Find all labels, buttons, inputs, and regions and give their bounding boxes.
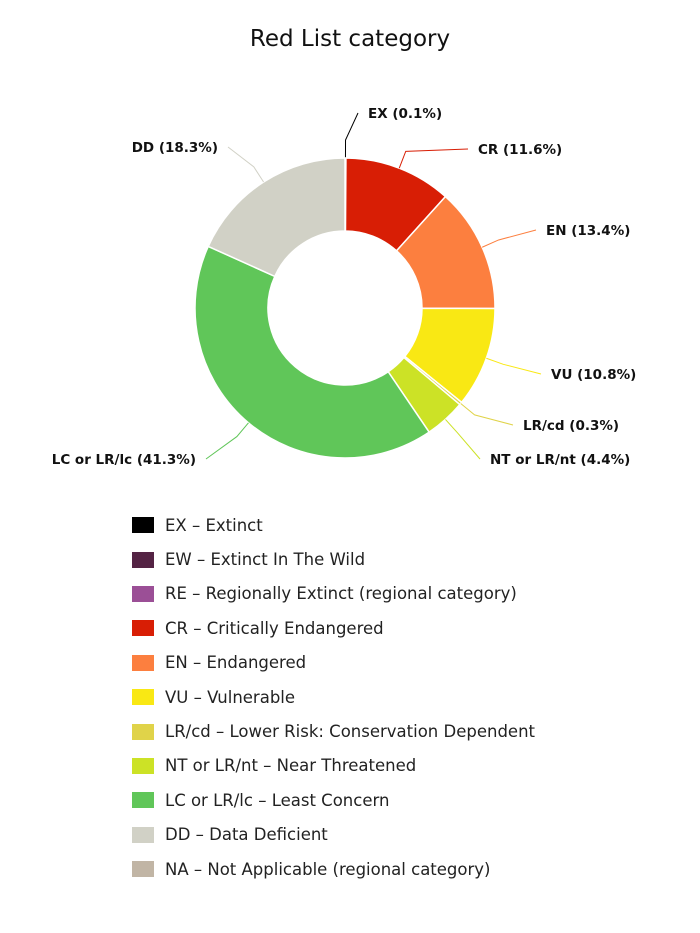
legend-label: CR – Critically Endangered <box>165 618 384 638</box>
legend-item[interactable]: EW – Extinct In The Wild <box>132 542 535 576</box>
legend-label: EW – Extinct In The Wild <box>165 550 366 570</box>
legend-item[interactable]: RE – Regionally Extinct (regional catego… <box>132 577 535 611</box>
label-connector <box>445 419 481 460</box>
legend-swatch <box>132 861 154 878</box>
legend-item[interactable]: VU – Vulnerable <box>132 680 535 714</box>
slice-label: NT or LR/nt (4.4%) <box>490 452 630 468</box>
legend-item[interactable]: DD – Data Deficient <box>132 818 535 852</box>
legend-item[interactable]: NT or LR/nt – Near Threatened <box>132 749 535 783</box>
legend-item[interactable]: EN – Endangered <box>132 646 535 680</box>
slice-label: EX (0.1%) <box>368 106 442 122</box>
label-connector <box>481 229 537 248</box>
donut-chart: EX (0.1%) CR (11.6%) EN (13.4%) VU (10.8%) L… <box>52 106 637 468</box>
legend-label: RE – Regionally Extinct (regional catego… <box>165 584 517 604</box>
legend-swatch <box>132 792 154 809</box>
legend-item[interactable]: LR/cd – Lower Risk: Conservation Depende… <box>132 714 535 748</box>
label-connector <box>486 357 542 375</box>
chart-title: Red List category <box>249 26 451 52</box>
legend-swatch <box>132 517 154 534</box>
legend-swatch <box>132 826 154 843</box>
slice-label: VU (10.8%) <box>551 367 636 383</box>
legend-swatch <box>132 689 154 706</box>
legend-swatch <box>132 757 154 774</box>
legend-label: LC or LR/lc – Least Concern <box>165 790 390 810</box>
label-connector <box>344 112 359 159</box>
label-connector <box>460 403 514 426</box>
legend-label: NT or LR/nt – Near Threatened <box>165 756 417 776</box>
legend-item[interactable]: CR – Critically Endangered <box>132 611 535 645</box>
legend-swatch <box>132 654 154 671</box>
legend-item[interactable]: EX – Extinct <box>132 508 535 542</box>
pie-slice[interactable] <box>194 245 431 459</box>
slice-label: LR/cd (0.3%) <box>523 418 619 434</box>
legend-item[interactable]: NA – Not Applicable (regional category) <box>132 852 535 886</box>
legend-swatch <box>132 723 154 740</box>
legend-label: VU – Vulnerable <box>165 687 296 707</box>
slice-label: DD (18.3%) <box>132 140 218 156</box>
legend-swatch <box>132 585 154 602</box>
legend-label: LR/cd – Lower Risk: Conservation Depende… <box>165 722 536 742</box>
label-connector <box>398 148 469 169</box>
label-connector <box>227 146 264 183</box>
legend-swatch <box>132 551 154 568</box>
pie-slice[interactable] <box>207 157 346 278</box>
legend-label: NA – Not Applicable (regional category) <box>165 859 491 879</box>
legend: EX – Extinct EW – Extinct In The Wild RE… <box>132 508 535 886</box>
slice-label: CR (11.6%) <box>478 142 562 158</box>
legend-label: DD – Data Deficient <box>165 825 328 845</box>
legend-label: EN – Endangered <box>165 653 307 673</box>
legend-item[interactable]: LC or LR/lc – Least Concern <box>132 783 535 817</box>
slice-label: LC or LR/lc (41.3%) <box>52 452 196 468</box>
slice-label: EN (13.4%) <box>546 223 630 239</box>
legend-label: EX – Extinct <box>165 515 263 535</box>
legend-swatch <box>132 620 154 637</box>
label-connector <box>205 422 249 460</box>
